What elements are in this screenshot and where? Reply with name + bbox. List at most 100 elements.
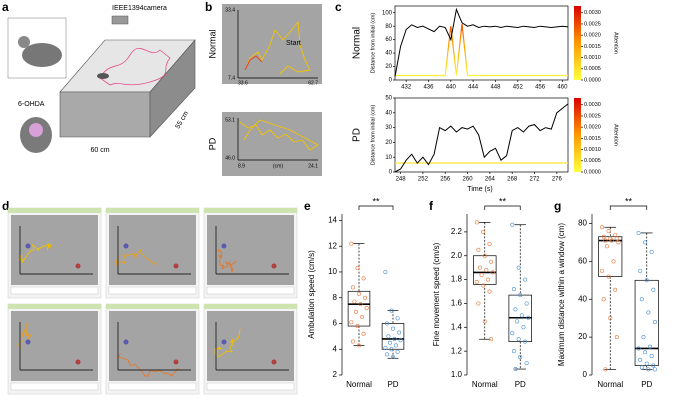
colorbar-label: Attention <box>613 124 619 146</box>
drug-label: 6-OHDA <box>18 101 45 108</box>
data-point <box>387 340 392 345</box>
group-label: PD <box>207 137 217 150</box>
data-point <box>639 365 644 370</box>
x-tick-label: Normal <box>472 380 498 389</box>
pin <box>173 263 179 269</box>
data-point <box>638 268 643 273</box>
pin <box>271 263 277 269</box>
tile-footer <box>10 382 99 391</box>
data-point <box>521 325 526 330</box>
significance: ** <box>499 196 507 206</box>
y-tick-label: 14 <box>328 216 337 225</box>
data-point <box>636 230 641 235</box>
data-point <box>649 249 654 254</box>
panel-label: c <box>335 0 342 14</box>
y-max: 53.1 <box>225 117 235 123</box>
pin <box>75 263 81 269</box>
tile-header <box>8 208 101 213</box>
y-tick-label: 12 <box>328 241 337 250</box>
trajectory <box>239 119 319 151</box>
colorbar-tick-label: 0.0015 <box>584 136 601 142</box>
x-tick-label: Normal <box>597 380 623 389</box>
y-axis-label: Maximum distance within a window (cm) <box>557 223 566 366</box>
data-point <box>489 259 494 264</box>
data-point <box>476 301 481 306</box>
data-point <box>487 289 492 294</box>
pin <box>25 243 31 249</box>
x-tick-label: 432 <box>401 85 412 91</box>
x-tick-label: 256 <box>440 177 451 183</box>
tile-plot <box>207 215 294 285</box>
panel-label: e <box>304 199 311 213</box>
panel-d <box>7 207 298 395</box>
y-tick-label: 80 <box>385 24 392 30</box>
mouse-ear <box>18 36 30 48</box>
box <box>381 323 405 350</box>
y-tick-label: 1.8 <box>451 275 463 284</box>
data-point <box>606 274 611 279</box>
significance-bracket <box>484 205 521 210</box>
x-tick-label: 260 <box>463 177 474 183</box>
data-point <box>613 232 618 237</box>
panel-label: g <box>554 199 561 213</box>
arena-front <box>59 91 151 138</box>
tile-plot <box>11 215 98 285</box>
data-point <box>484 268 489 273</box>
y-tick-label: 80 <box>578 219 587 228</box>
panel-label: f <box>429 199 434 213</box>
data-point <box>481 283 486 288</box>
data-point <box>649 354 654 359</box>
y-tick-label: 4 <box>333 344 338 353</box>
y-tick-label: 40 <box>385 110 392 116</box>
tile-footer <box>108 382 197 391</box>
tile-header <box>204 304 297 309</box>
data-point <box>524 361 529 366</box>
y-tick-label: 0 <box>389 78 393 84</box>
y-axis-label: Distance from initial (cm) <box>370 13 376 74</box>
start-label: Start <box>286 40 301 47</box>
panel-a: a IEEE1394camera 6-OHDA 55 cm 60 cm <box>2 0 196 154</box>
data-point <box>395 316 400 321</box>
data-point <box>490 270 495 275</box>
tile-plot <box>109 311 196 381</box>
y-tick-label: 0 <box>583 370 588 379</box>
data-point <box>641 335 646 340</box>
data-point <box>603 367 608 372</box>
pin <box>123 243 129 249</box>
data-point <box>398 338 403 343</box>
data-point <box>519 313 524 318</box>
panel-label: d <box>2 199 9 213</box>
data-point <box>384 352 389 357</box>
x-tick-label: 444 <box>468 85 479 91</box>
data-point <box>516 265 521 270</box>
data-point <box>601 234 606 239</box>
data-point <box>523 277 528 282</box>
data-point <box>476 247 481 252</box>
data-point <box>356 291 361 296</box>
data-point <box>389 308 394 313</box>
y-tick-label: 60 <box>578 256 587 265</box>
tile-header <box>106 208 199 213</box>
pin <box>75 359 81 365</box>
colorbar-tick-label: 0.0030 <box>584 10 601 16</box>
colorbar-tick-label: 0.0005 <box>584 66 601 72</box>
y-tick-label: 1.4 <box>451 322 463 331</box>
data-point <box>390 326 395 331</box>
y-tick-label: 40 <box>385 51 392 57</box>
colorbar-tick-label: 0.0010 <box>584 147 601 153</box>
arena-side <box>149 39 196 138</box>
pin <box>173 359 179 365</box>
y-tick-label: 30 <box>385 125 392 131</box>
x-axis-label: Time (s) <box>467 186 492 193</box>
data-point <box>364 306 369 311</box>
data-point <box>613 287 618 292</box>
y-tick-label: 8 <box>333 293 338 302</box>
data-point <box>524 301 529 306</box>
x-tick-label: PD <box>387 380 398 389</box>
depth-label: 55 cm <box>175 110 191 130</box>
tile-header <box>106 304 199 309</box>
colorbar-tick-label: 0.0005 <box>584 158 601 164</box>
trajectory <box>117 352 180 377</box>
data-point <box>361 331 366 336</box>
